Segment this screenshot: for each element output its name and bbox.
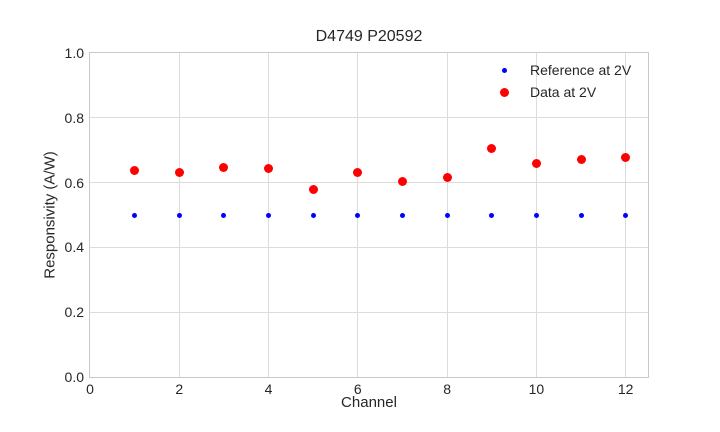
- legend: Reference at 2V Data at 2V: [488, 59, 631, 103]
- x-tick-label: 2: [175, 381, 184, 397]
- reference-marker-icon: [501, 67, 507, 73]
- data-point-data: [531, 158, 541, 168]
- y-tick-label: 0.4: [64, 239, 84, 256]
- data-marker-icon: [499, 87, 509, 97]
- gridline-horizontal: [90, 311, 648, 313]
- data-point-data: [621, 153, 631, 163]
- data-point-reference: [266, 212, 272, 218]
- y-tick-label: 0.0: [64, 369, 84, 385]
- data-point-data: [308, 185, 318, 195]
- data-point-data: [219, 162, 229, 172]
- y-tick-label: 0.6: [64, 174, 84, 191]
- data-point-reference: [355, 212, 361, 218]
- data-point-data: [442, 172, 452, 182]
- chart-title: D4749 P20592: [315, 28, 423, 45]
- data-point-reference: [578, 212, 584, 218]
- data-point-reference: [310, 212, 316, 218]
- y-tick-label: 0.8: [64, 109, 84, 126]
- x-tick-label: 4: [264, 381, 273, 397]
- legend-label-data: Data at 2V: [530, 84, 597, 100]
- y-tick-label: 1.0: [64, 45, 84, 61]
- legend-item-reference: Reference at 2V: [488, 59, 631, 81]
- y-axis-label: Responsivity (A/W): [41, 151, 59, 279]
- legend-label-reference: Reference at 2V: [530, 62, 632, 78]
- gridline-horizontal: [90, 117, 648, 119]
- x-tick-label: 6: [353, 381, 362, 397]
- legend-marker-wrap: [488, 67, 520, 73]
- data-point-data: [264, 163, 274, 173]
- data-point-reference: [533, 212, 539, 218]
- data-point-reference: [176, 212, 182, 218]
- legend-item-data: Data at 2V: [488, 81, 631, 103]
- data-point-reference: [489, 212, 495, 218]
- data-point-data: [487, 144, 497, 154]
- data-point-data: [174, 167, 184, 177]
- gridline-horizontal: [90, 246, 648, 248]
- data-point-data: [130, 166, 140, 176]
- y-tick-label: 0.2: [64, 304, 84, 321]
- data-point-data: [576, 154, 586, 164]
- data-point-reference: [399, 212, 405, 218]
- gridline-horizontal: [90, 182, 648, 184]
- data-point-reference: [132, 212, 138, 218]
- x-axis-label: Channel: [341, 394, 397, 411]
- x-tick-label: 12: [617, 381, 634, 397]
- data-point-data: [397, 177, 407, 187]
- x-tick-label: 10: [528, 381, 545, 397]
- data-point-reference: [623, 212, 629, 218]
- x-tick-label: 0: [86, 381, 94, 397]
- x-tick-label: 8: [443, 381, 452, 397]
- data-point-reference: [221, 212, 227, 218]
- data-point-reference: [444, 212, 450, 218]
- legend-marker-wrap: [488, 87, 520, 97]
- plot-area: Reference at 2V Data at 2V: [89, 52, 649, 378]
- data-point-data: [353, 168, 363, 178]
